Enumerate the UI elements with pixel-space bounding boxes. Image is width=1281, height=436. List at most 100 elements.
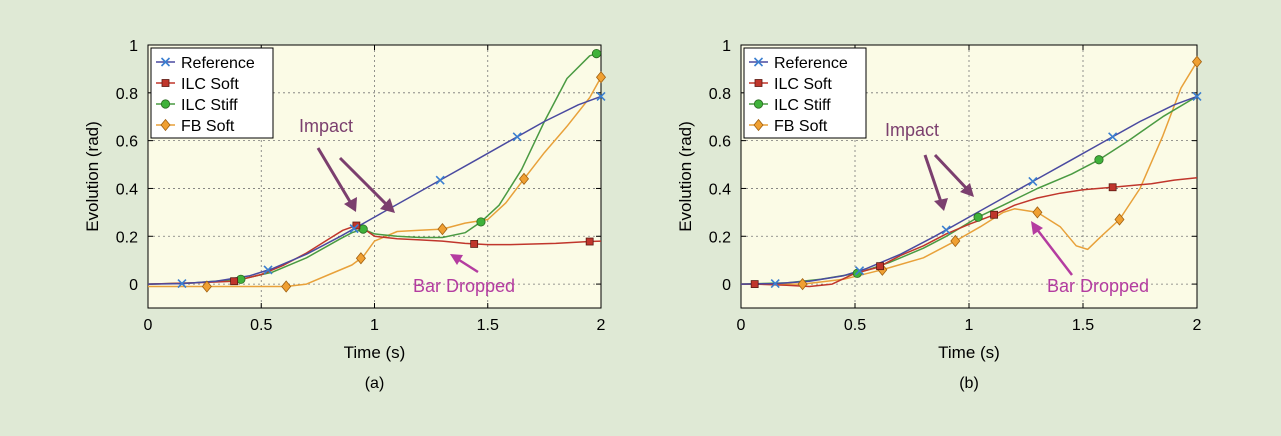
legend-label: Reference: [181, 55, 255, 72]
series-line-reference: [147, 95, 602, 285]
chart-panel-b: 0 0.5 1 1.5 2 0 0.2 0.4 0.6 0.8 1 Impact Bar Drop…: [676, 38, 1203, 392]
impact-arrow-1: [316, 147, 354, 206]
data-point-ilc-soft: [230, 277, 238, 286]
bar-dropped-arrow-head: [450, 254, 463, 265]
legend-box: [150, 47, 274, 139]
legend-marker: [754, 79, 763, 87]
data-point-reference: [263, 265, 273, 275]
panel-label-a: (a): [365, 375, 385, 392]
x-tick-label: 0: [144, 317, 153, 334]
legend-marker: [753, 118, 764, 132]
bar-dropped-arrow-head: [1031, 221, 1043, 235]
data-point-fb-soft: [950, 234, 961, 248]
y-axis-label: Evolution (rad): [83, 121, 102, 232]
legend-box: [743, 47, 867, 139]
data-point-reference: [1192, 91, 1202, 101]
impact-arrow-1-head: [934, 198, 948, 211]
x-tick-label: 1.5: [1072, 317, 1094, 334]
legend-marker: [753, 99, 764, 109]
y-tick-label: 0.2: [116, 229, 138, 246]
series-line-reference: [740, 95, 1198, 285]
data-point-fb-soft: [281, 280, 292, 293]
impact-arrow-2-head: [380, 198, 395, 213]
data-point-fb-soft: [201, 280, 212, 293]
chart-panel-a: 0 0.5 1 1.5 2 0 0.2 0.4 0.6 0.8 1 Impact Bar Drop…: [83, 38, 607, 392]
data-point-ilc-stiff: [591, 49, 602, 59]
legend-label: ILC Soft: [181, 76, 239, 93]
data-point-reference: [941, 225, 951, 235]
data-point-ilc-stiff: [476, 217, 486, 227]
legend-marker: [160, 118, 171, 132]
data-point-ilc-soft: [876, 262, 884, 271]
series-group: [740, 55, 1203, 291]
y-tick-label: 0.6: [116, 134, 138, 151]
data-point-fb-soft: [1191, 55, 1203, 68]
legend-label: Reference: [774, 55, 848, 72]
data-point-ilc-soft: [1108, 183, 1117, 192]
legend-marker: [160, 99, 171, 109]
y-tick-label: 0: [722, 277, 731, 294]
legend: Reference ILC Soft ILC Stiff FB Soft: [743, 47, 867, 139]
y-tick-label: 0.4: [709, 181, 731, 198]
y-tick-label: 0: [129, 277, 138, 294]
y-tick-label: 0.6: [709, 134, 731, 151]
bar-dropped-arrow: [1035, 227, 1073, 276]
y-axis-label: Evolution (rad): [676, 121, 695, 232]
data-point-fb-soft: [797, 277, 808, 291]
data-point-fb-soft: [437, 222, 448, 236]
impact-arrow-2-head: [960, 183, 974, 197]
y-tick-label: 0.8: [709, 86, 731, 103]
data-point-reference: [854, 266, 865, 276]
data-point-fb-soft: [518, 172, 530, 186]
legend-label: ILC Soft: [774, 76, 832, 93]
legend-label: ILC Stiff: [181, 97, 238, 114]
y-tick-label: 0.2: [709, 229, 731, 246]
annotation-impact: Impact: [885, 120, 939, 140]
x-ticks: 0 0.5 1 1.5 2: [737, 45, 1202, 334]
data-point-reference: [512, 132, 522, 142]
data-point-reference: [349, 224, 359, 234]
data-point-fb-soft: [355, 252, 366, 265]
y-tick-label: 0.4: [116, 181, 138, 198]
legend-label: ILC Stiff: [774, 97, 831, 114]
data-point-ilc-soft: [990, 210, 998, 219]
data-point-reference: [1108, 132, 1118, 142]
data-point-fb-soft: [1114, 213, 1125, 226]
x-tick-label: 0.5: [844, 317, 866, 334]
series-line-ilc-soft: [741, 176, 1198, 288]
data-point-ilc-soft: [585, 237, 594, 246]
x-axis-label: Time (s): [938, 343, 1000, 362]
x-tick-label: 2: [597, 317, 606, 334]
data-point-ilc-soft: [750, 280, 759, 288]
series-line-ilc-stiff: [147, 51, 602, 285]
x-tick-label: 0.5: [250, 317, 272, 334]
annotation-bar-dropped: Bar Dropped: [1047, 276, 1149, 296]
x-tick-label: 0: [737, 317, 746, 334]
x-tick-label: 1: [965, 317, 974, 334]
y-tick-label: 0.8: [116, 86, 138, 103]
y-tick-label: 1: [129, 38, 138, 55]
data-point-reference: [435, 175, 445, 185]
annotation-arrows: [316, 147, 479, 274]
data-point-reference: [1028, 176, 1038, 187]
x-tick-label: 1: [370, 317, 379, 334]
data-point-ilc-stiff: [973, 212, 983, 222]
legend-marker: [161, 79, 170, 87]
x-tick-label: 2: [1193, 317, 1202, 334]
legend: Reference ILC Soft ILC Stiff FB Soft: [150, 47, 274, 139]
annotation-arrows: [923, 153, 1073, 276]
data-point-fb-soft: [595, 71, 607, 84]
data-point-ilc-stiff: [1094, 155, 1104, 165]
data-point-ilc-soft: [470, 240, 479, 248]
annotation-bar-dropped: Bar Dropped: [413, 276, 515, 296]
legend-marker: [160, 57, 171, 67]
y-tick-label: 1: [722, 38, 731, 55]
panel-label-b: (b): [959, 375, 979, 392]
data-point-reference: [596, 91, 606, 101]
legend-label: FB Soft: [181, 118, 235, 135]
annotation-impact: Impact: [299, 116, 353, 136]
data-point-reference: [770, 279, 780, 289]
data-point-reference: [177, 279, 187, 289]
impact-arrow-1-head: [344, 197, 357, 212]
